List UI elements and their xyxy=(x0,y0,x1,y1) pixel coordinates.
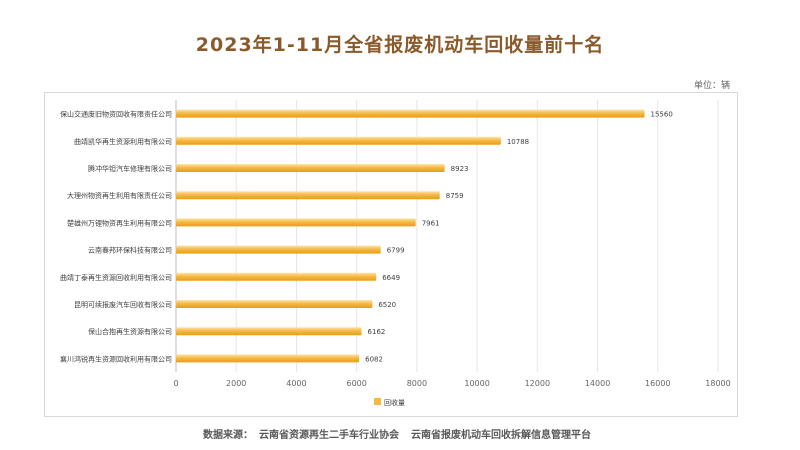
data-label: 6649 xyxy=(382,274,400,282)
bar xyxy=(176,354,360,363)
data-label: 6162 xyxy=(368,328,386,336)
x-tick-label: 12000 xyxy=(525,379,550,388)
category-label: 云南春邦环保科技有限公司 xyxy=(88,246,172,255)
x-tick-label: 8000 xyxy=(407,379,427,388)
data-label: 10788 xyxy=(507,138,529,146)
x-tick-label: 2000 xyxy=(226,379,246,388)
x-tick-label: 18000 xyxy=(705,379,730,388)
data-label: 6799 xyxy=(387,247,405,255)
bar xyxy=(176,327,362,336)
category-label: 保山交通废旧物资回收有限责任公司 xyxy=(60,110,172,119)
bar xyxy=(176,191,440,200)
data-label: 7961 xyxy=(422,219,440,227)
source-org-1: 云南省资源再生二手车行业协会 xyxy=(259,430,399,441)
category-label: 保山合抱再生资源有限公司 xyxy=(88,327,172,336)
bar xyxy=(176,136,501,145)
bar xyxy=(176,300,373,308)
x-tick-label: 4000 xyxy=(286,379,306,388)
x-tick-label: 10000 xyxy=(464,379,489,388)
chart-title: 2023年1-11月全省报废机动车回收量前十名 xyxy=(195,34,605,56)
x-tick-label: 14000 xyxy=(585,379,610,388)
category-label: 曲靖凯华再生资源利用有限公司 xyxy=(74,137,172,146)
category-label: 腾冲华钽汽车修理有限公司 xyxy=(88,164,172,173)
bar xyxy=(176,109,645,118)
data-label: 15560 xyxy=(651,111,673,119)
data-label: 6082 xyxy=(365,355,383,363)
bar xyxy=(176,272,377,281)
category-label: 昆明可续报废汽车回收有限公司 xyxy=(74,300,172,309)
category-label: 曲靖丁泰再生资源回收利用有限公司 xyxy=(60,273,172,282)
unit-label: 单位：辆 xyxy=(693,81,730,91)
legend-label: 回收量 xyxy=(384,398,405,407)
bar xyxy=(176,164,445,172)
data-source: 数据来源： 云南省资源再生二手车行业协会 云南省报废机动车回收拆解信息管理平台 xyxy=(0,426,800,441)
data-label: 8759 xyxy=(446,192,464,200)
data-label: 8923 xyxy=(451,165,469,173)
x-tick-label: 16000 xyxy=(645,379,670,388)
source-label: 数据来源： xyxy=(203,430,253,441)
bar xyxy=(176,218,416,227)
category-label: 襄川鸿锐再生资源回收利用有限公司 xyxy=(60,354,172,363)
data-label: 6520 xyxy=(378,301,396,309)
chart-frame xyxy=(44,92,738,417)
legend-swatch xyxy=(374,398,381,405)
bar xyxy=(176,245,381,254)
category-label: 大理州物资再生利用有限责任公司 xyxy=(67,191,172,200)
category-label: 楚雄州万锂物资再生利用有限公司 xyxy=(67,218,172,227)
x-tick-label: 6000 xyxy=(346,379,366,388)
x-tick-label: 0 xyxy=(173,379,178,388)
source-org-2: 云南省报废机动车回收拆解信息管理平台 xyxy=(411,430,591,441)
